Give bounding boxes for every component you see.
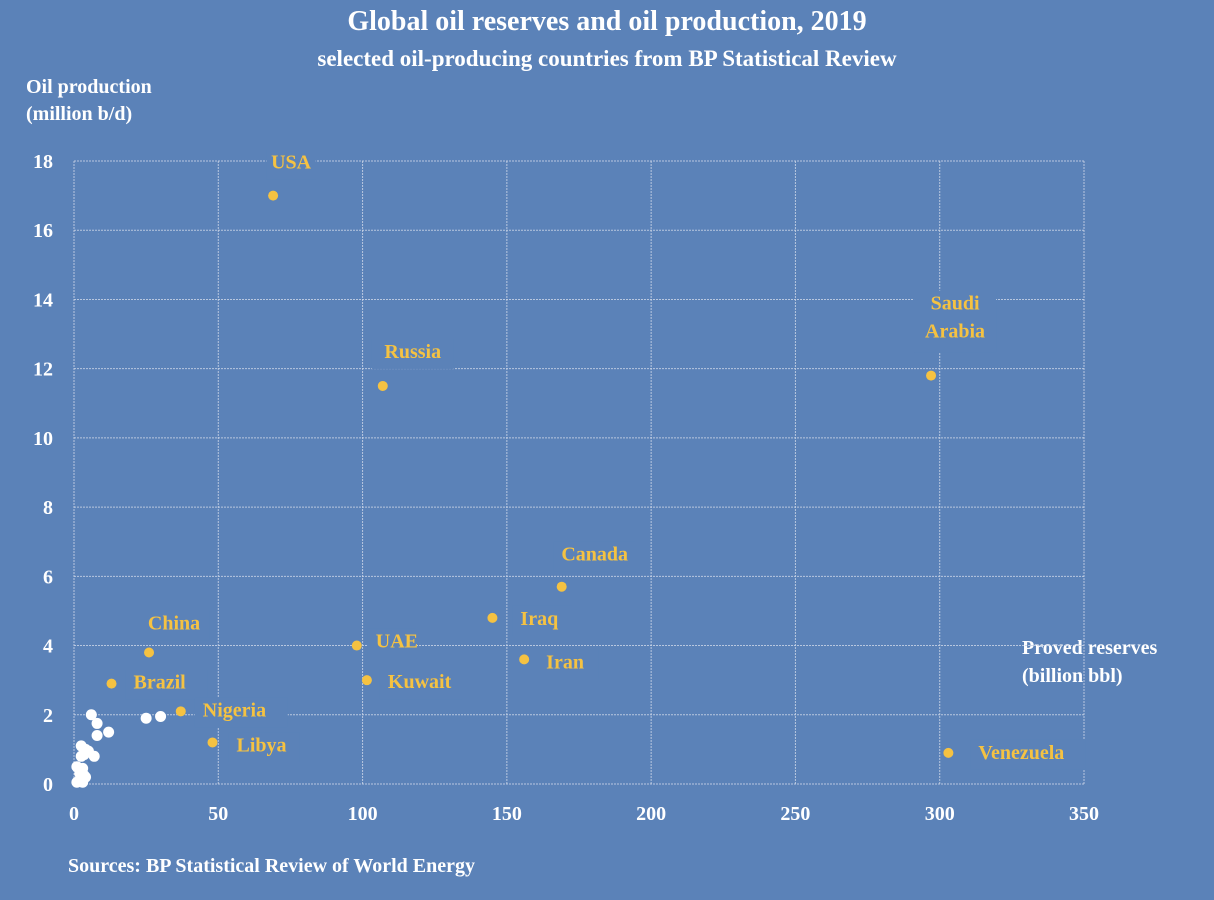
label-mask xyxy=(914,290,997,353)
point-label: Kuwait xyxy=(388,671,452,693)
data-point[interactable] xyxy=(85,709,97,721)
chart-subtitle: selected oil-producing countries from BP… xyxy=(317,46,897,71)
x-tick-label: 350 xyxy=(1069,803,1099,825)
point-label: Iran xyxy=(546,651,584,673)
data-point-usa[interactable] xyxy=(268,190,279,201)
data-point-libya[interactable] xyxy=(207,737,218,748)
y-axis-label-line: Oil production xyxy=(26,76,152,98)
point-label: Russia xyxy=(384,341,441,363)
label-mask xyxy=(266,149,316,180)
label-mask xyxy=(553,541,636,572)
point-label: Nigeria xyxy=(203,699,266,721)
x-tick-label: 150 xyxy=(492,803,522,825)
point-label: Iraq xyxy=(520,608,558,630)
x-axis-label-line: (billion bbl) xyxy=(1022,665,1123,687)
data-point-venezuela[interactable] xyxy=(943,747,954,758)
data-point-uae[interactable] xyxy=(351,640,362,651)
data-point[interactable] xyxy=(78,749,90,761)
x-tick-label: 300 xyxy=(925,803,955,825)
label-mask xyxy=(228,732,300,763)
point-label: Venezuela xyxy=(978,742,1064,764)
data-point-canada[interactable] xyxy=(556,581,567,592)
point-label: Arabia xyxy=(925,321,985,343)
data-point-iraq[interactable] xyxy=(487,612,498,623)
data-point-saudi-arabia[interactable] xyxy=(926,370,937,381)
label-mask xyxy=(367,628,417,659)
gridlines xyxy=(73,160,1085,785)
x-axis-label: Proved reserves (billion bbl) xyxy=(1022,634,1157,690)
data-point[interactable] xyxy=(75,773,87,785)
label-mask xyxy=(371,338,454,369)
x-tick-label: 0 xyxy=(69,803,79,825)
y-tick-label: 14 xyxy=(33,289,53,311)
x-tick-label: 250 xyxy=(780,803,810,825)
y-tick-label: 0 xyxy=(43,774,53,796)
label-mask xyxy=(194,697,288,728)
data-point[interactable] xyxy=(155,711,167,723)
x-axis-label-line: Proved reserves xyxy=(1022,637,1158,659)
point-label: Canada xyxy=(561,544,628,566)
data-point[interactable] xyxy=(140,712,152,724)
y-tick-label: 18 xyxy=(33,151,53,173)
data-point-brazil[interactable] xyxy=(106,678,117,689)
point-labels: USA Russia Saudi Arabia Canada Iraq Iran UAE Kuw… xyxy=(134,152,1065,764)
label-masks xyxy=(125,149,1086,770)
point-label: China xyxy=(148,612,200,634)
data-point-iran[interactable] xyxy=(519,654,530,665)
data-point[interactable] xyxy=(91,730,103,742)
label-mask xyxy=(970,739,1086,770)
x-tick-label: 50 xyxy=(208,803,228,825)
y-axis-label-line: (million b/d) xyxy=(26,103,133,125)
y-tick-label: 12 xyxy=(33,359,53,381)
label-mask xyxy=(125,669,208,700)
y-tick-label: 16 xyxy=(33,220,53,242)
point-label: Libya xyxy=(237,734,287,756)
y-axis-label: Oil production (million b/d) xyxy=(26,74,152,128)
y-tick-label: 10 xyxy=(33,428,53,450)
data-point-nigeria[interactable] xyxy=(175,706,186,717)
x-tick-label: 100 xyxy=(348,803,378,825)
data-point[interactable] xyxy=(88,750,100,762)
point-label: UAE xyxy=(376,631,418,653)
data-points xyxy=(71,190,954,788)
point-label: Brazil xyxy=(134,672,187,694)
data-point-china[interactable] xyxy=(144,647,155,658)
data-point[interactable] xyxy=(91,717,103,729)
y-tick-label: 2 xyxy=(43,705,53,727)
y-tick-label: 6 xyxy=(43,566,53,588)
point-label: Saudi xyxy=(931,293,980,315)
y-tick-label: 8 xyxy=(43,497,53,519)
source-note: Sources: BP Statistical Review of World … xyxy=(68,855,476,877)
data-point-kuwait[interactable] xyxy=(361,675,372,686)
label-mask xyxy=(379,669,462,700)
tick-labels: 0 2 4 6 8 10 12 14 16 18 0 50 100 150 200 250 300 350 xyxy=(33,151,1099,825)
label-mask xyxy=(138,610,210,641)
chart-title: Global oil reserves and oil production, … xyxy=(347,6,867,37)
data-point-russia[interactable] xyxy=(377,380,388,391)
x-tick-label: 200 xyxy=(636,803,666,825)
label-mask xyxy=(512,605,573,636)
point-label: USA xyxy=(271,152,312,174)
label-mask xyxy=(538,649,599,680)
y-tick-label: 4 xyxy=(43,636,53,658)
data-point[interactable] xyxy=(103,726,115,738)
